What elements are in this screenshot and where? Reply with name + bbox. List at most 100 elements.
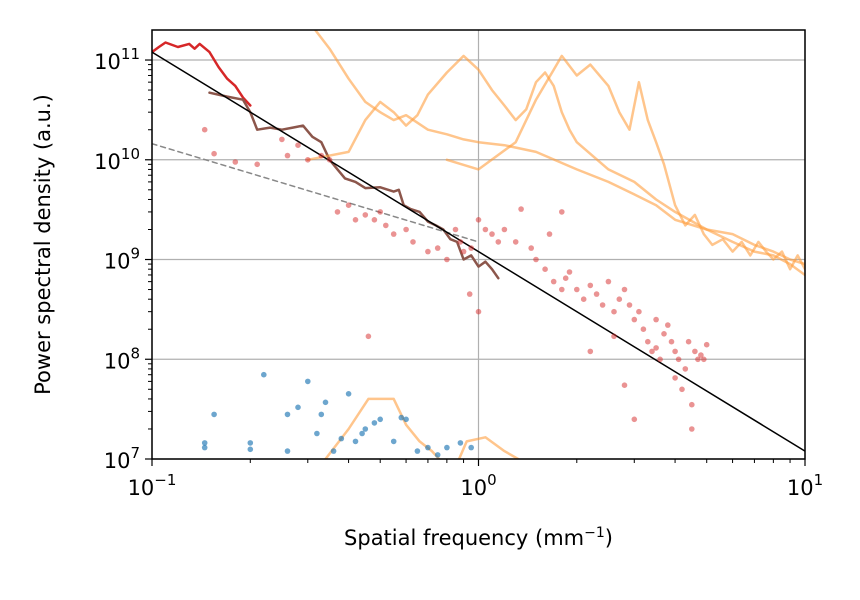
red-scatter-point [482,226,489,233]
red-scatter-point [489,231,495,237]
red-scatter-point [703,341,710,348]
red-scatter-point [631,316,638,323]
red-scatter-point [611,333,617,340]
blue-scatter-point [434,452,441,458]
red-scatter-point [305,157,311,163]
orange-line-series [597,461,733,481]
red-scatter-point [352,217,359,223]
red-scatter-point [377,209,384,215]
red-scatter-point [679,386,685,393]
blue-scatter-point [338,435,345,442]
red-scatter-point [518,206,524,212]
data-series [152,30,805,481]
red-scatter-point [528,245,534,251]
red-scatter-point [254,161,260,168]
blue-scatter-point [444,444,450,451]
red-scatter-point [645,338,651,345]
red-scatter-point [284,152,291,159]
blue-scatter-point [345,391,352,397]
y-tick-label: 107 [104,444,140,473]
blue-scatter-point [359,430,365,437]
blue-scatter-point [414,448,421,454]
red-scatter-point [621,286,628,293]
x-tick-label: 10−1 [128,471,177,500]
red-scatter-point [587,348,594,355]
red-scatter-point [318,152,325,159]
red-scatter-point [390,231,397,237]
red-scatter-point [580,296,587,303]
red-scatter-point [692,348,698,355]
red-scatter-point [649,348,655,355]
blue-scatter-point [284,448,291,454]
blue-scatter-point [314,430,320,437]
red-scatter-point [605,278,612,285]
blue-scatter-point [377,416,384,423]
orange-line-series [324,397,441,459]
red-scatter-point [593,291,600,297]
red-scatter-point [657,356,663,363]
red-scatter-point [475,217,482,223]
blue-scatter-point [305,378,311,385]
blue-scatter-point [201,440,208,446]
red-scatter-point [599,302,606,308]
y-tick-label: 108 [104,344,140,373]
red-scatter-point [326,157,333,163]
red-scatter-point [653,345,659,351]
x-axis-label: Spatial frequency (mm−1) [344,525,613,550]
red-scatter-point [546,231,553,237]
blue-scatter-point [352,438,359,445]
blue-scatter-point [457,440,464,446]
blue-scatter-point [318,411,325,418]
red-scatter-point [626,302,633,308]
red-scatter-point [468,245,475,251]
gray-line-series [152,142,480,243]
red-scatter-point [362,212,369,218]
red-scatter-point [365,333,372,340]
red-scatter-point [661,331,667,337]
red-scatter-point [587,282,594,289]
orange-line-series [445,54,805,271]
blue-scatter-point [362,426,369,432]
red-scatter-point [403,226,409,233]
red-scatter-point [512,239,519,245]
red-scatter-point [542,266,548,273]
y-tick-label: 109 [104,245,140,274]
blue-scatter-point [247,446,254,453]
blue-scatter-point [295,404,301,411]
red-scatter-point [566,269,573,275]
red-scatter-point [201,126,208,133]
red-scatter-point [653,316,659,323]
blue-scatter-point [425,444,431,451]
blue-scatter-point [284,411,291,418]
red-scatter-point [672,348,678,355]
red-scatter-point [460,248,467,255]
blue-scatter-point [398,414,405,421]
red-scatter-point [279,136,285,143]
red-scatter-point [675,356,682,363]
red-scatter-point [550,278,557,285]
red-scatter-point [211,150,217,157]
red-scatter-point [685,338,692,345]
red-scatter-point [631,416,638,423]
red-scatter-point [334,209,341,215]
red-scatter-point [640,326,647,333]
blue-scatter-point [390,438,397,445]
red-scatter-point [665,322,671,328]
blue-scatter-point [403,416,409,423]
red-scatter-point [682,366,689,372]
black-line-series [152,51,805,452]
orange-line-series [313,30,805,277]
red-scatter-point [232,159,239,165]
y-axis-label: Power spectral density (a.u.) [31,94,55,395]
red-scatter-point [636,308,642,315]
grid-lines [151,30,806,460]
red-scatter-point [434,245,441,251]
x-tick-label: 101 [787,471,823,500]
red-scatter-point [695,356,701,363]
y-tick-label: 1011 [94,45,140,74]
y-tick-label: 1010 [94,145,140,174]
red-scatter-point [689,426,695,432]
red-scatter-point [533,256,539,263]
red-scatter-point [466,291,473,297]
